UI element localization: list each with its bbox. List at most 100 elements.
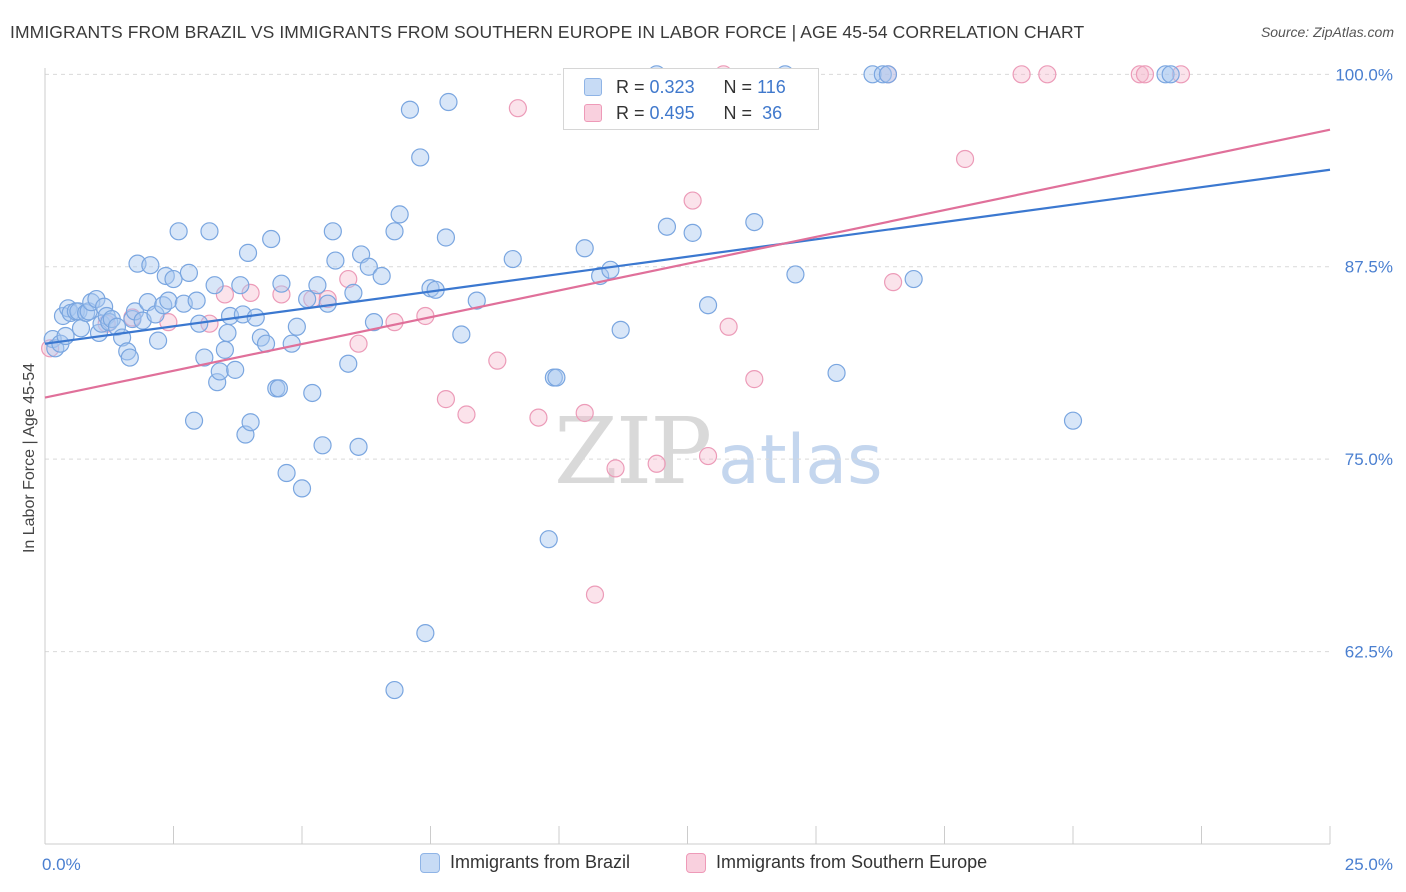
brazil-point bbox=[292, 479, 312, 498]
brazil-legend-label: Immigrants from Brazil bbox=[450, 852, 631, 872]
brazil-point bbox=[385, 680, 404, 700]
southern-europe-trend-line bbox=[44, 128, 1331, 399]
brazil-point bbox=[215, 340, 234, 359]
brazil-swatch bbox=[584, 78, 602, 96]
brazil-point bbox=[71, 319, 91, 338]
brazil-point bbox=[1156, 65, 1175, 84]
brazil-point bbox=[208, 373, 227, 392]
brazil-point bbox=[184, 411, 204, 430]
legend-row-southern-europe: R = 0.495 N = 36 bbox=[584, 101, 782, 125]
brazil-point bbox=[786, 265, 805, 284]
tick-labels: 100.0% 87.5% 75.0% 62.5% 0.0% 25.0% bbox=[42, 65, 1393, 874]
brazil-point bbox=[539, 530, 558, 549]
brazil-point bbox=[878, 65, 898, 84]
southern-europe-point bbox=[241, 283, 260, 303]
legend-n-label: N = bbox=[723, 102, 753, 123]
brazil-point bbox=[313, 436, 332, 455]
southern-europe-point bbox=[349, 334, 368, 353]
bottom-legend-southern-europe: Immigrants from Southern Europe bbox=[686, 852, 987, 873]
brazil-point bbox=[210, 362, 229, 381]
source-label: Source: ZipAtlas.com bbox=[1260, 24, 1394, 40]
brazil-point bbox=[272, 274, 291, 293]
brazil-point bbox=[1161, 65, 1180, 84]
watermark-atlas: atlas bbox=[718, 421, 883, 500]
southern-europe-swatch bbox=[584, 104, 602, 122]
brazil-point bbox=[904, 269, 923, 289]
southern-europe-point bbox=[1130, 65, 1149, 84]
brazil-trend-line bbox=[44, 168, 1331, 345]
brazil-point bbox=[218, 323, 237, 343]
brazil-point bbox=[411, 148, 430, 167]
brazil-point bbox=[323, 222, 342, 241]
legend-row-brazil: R = 0.323 N = 116 bbox=[584, 75, 786, 99]
brazil-point bbox=[467, 291, 486, 310]
southern-europe-point bbox=[488, 351, 507, 370]
brazil-point bbox=[179, 263, 199, 282]
brazil-point bbox=[385, 222, 404, 241]
southern-europe-point bbox=[1038, 65, 1057, 84]
brazil-legend-swatch bbox=[420, 852, 440, 873]
brazil-point bbox=[159, 291, 178, 310]
brazil-point bbox=[287, 317, 306, 336]
southern-europe-point bbox=[955, 149, 975, 169]
southern-europe-point bbox=[719, 317, 738, 336]
brazil-point bbox=[503, 249, 522, 269]
southern-europe-legend-swatch bbox=[686, 852, 706, 873]
southern-europe-points bbox=[41, 65, 1191, 604]
y-tick-label: 87.5% bbox=[1345, 258, 1393, 277]
brazil-point bbox=[200, 222, 219, 241]
y-tick-label: 62.5% bbox=[1345, 643, 1393, 662]
brazil-point bbox=[326, 251, 345, 270]
brazil-point bbox=[349, 437, 368, 456]
brazil-point bbox=[390, 205, 409, 224]
brazil-point bbox=[575, 239, 594, 258]
brazil-point bbox=[698, 296, 718, 315]
brazil-point bbox=[282, 334, 301, 353]
brazil-point bbox=[683, 223, 702, 242]
brazil-point bbox=[452, 325, 471, 344]
y-tick-label: 100.0% bbox=[1335, 65, 1393, 84]
brazil-point bbox=[277, 463, 296, 483]
y-tick-label: 75.0% bbox=[1345, 450, 1393, 469]
correlation-legend: R = 0.323 N = 116 R = 0.495 N = 36 bbox=[563, 68, 819, 130]
southern-europe-point bbox=[339, 269, 358, 289]
brazil-point bbox=[439, 92, 458, 112]
brazil-point bbox=[364, 313, 384, 332]
y-axis-label: In Labor Force | Age 45-54 bbox=[21, 363, 38, 553]
watermark-zip: ZIP bbox=[554, 398, 712, 505]
chart-title: IMMIGRANTS FROM BRAZIL VS IMMIGRANTS FRO… bbox=[10, 22, 1085, 42]
brazil-point bbox=[87, 289, 106, 309]
southern-europe-point bbox=[883, 273, 903, 292]
brazil-point bbox=[745, 212, 764, 232]
southern-europe-point bbox=[318, 289, 337, 309]
bottom-legend-brazil: Immigrants from Brazil bbox=[420, 852, 630, 873]
southern-europe-point bbox=[647, 454, 666, 473]
watermark: ZIP atlas bbox=[554, 398, 883, 505]
brazil-point bbox=[611, 320, 630, 339]
brazil-point bbox=[657, 217, 677, 236]
x-tick-label: 25.0% bbox=[1345, 855, 1393, 874]
legend-r-value: 0.495 bbox=[649, 102, 695, 123]
brazil-point bbox=[827, 363, 846, 383]
southern-europe-point bbox=[606, 459, 625, 478]
brazil-point bbox=[344, 283, 363, 303]
brazil-point bbox=[146, 305, 165, 324]
brazil-point bbox=[187, 291, 206, 310]
southern-europe-point bbox=[683, 191, 702, 210]
southern-europe-point bbox=[272, 285, 291, 304]
southern-europe-legend-label: Immigrants from Southern Europe bbox=[716, 852, 988, 872]
legend-n-label: N = bbox=[723, 76, 753, 97]
brazil-point bbox=[262, 229, 281, 249]
brazil-point bbox=[339, 354, 358, 373]
brazil-point bbox=[308, 276, 327, 295]
southern-europe-point bbox=[575, 403, 594, 423]
brazil-point bbox=[205, 276, 224, 295]
brazil-point bbox=[226, 360, 245, 379]
brazil-point bbox=[547, 368, 566, 387]
brazil-point bbox=[125, 302, 145, 321]
axes bbox=[44, 68, 1331, 845]
brazil-point bbox=[359, 257, 378, 276]
southern-europe-point bbox=[508, 99, 527, 118]
southern-europe-point bbox=[385, 313, 404, 332]
southern-europe-point bbox=[745, 370, 764, 389]
